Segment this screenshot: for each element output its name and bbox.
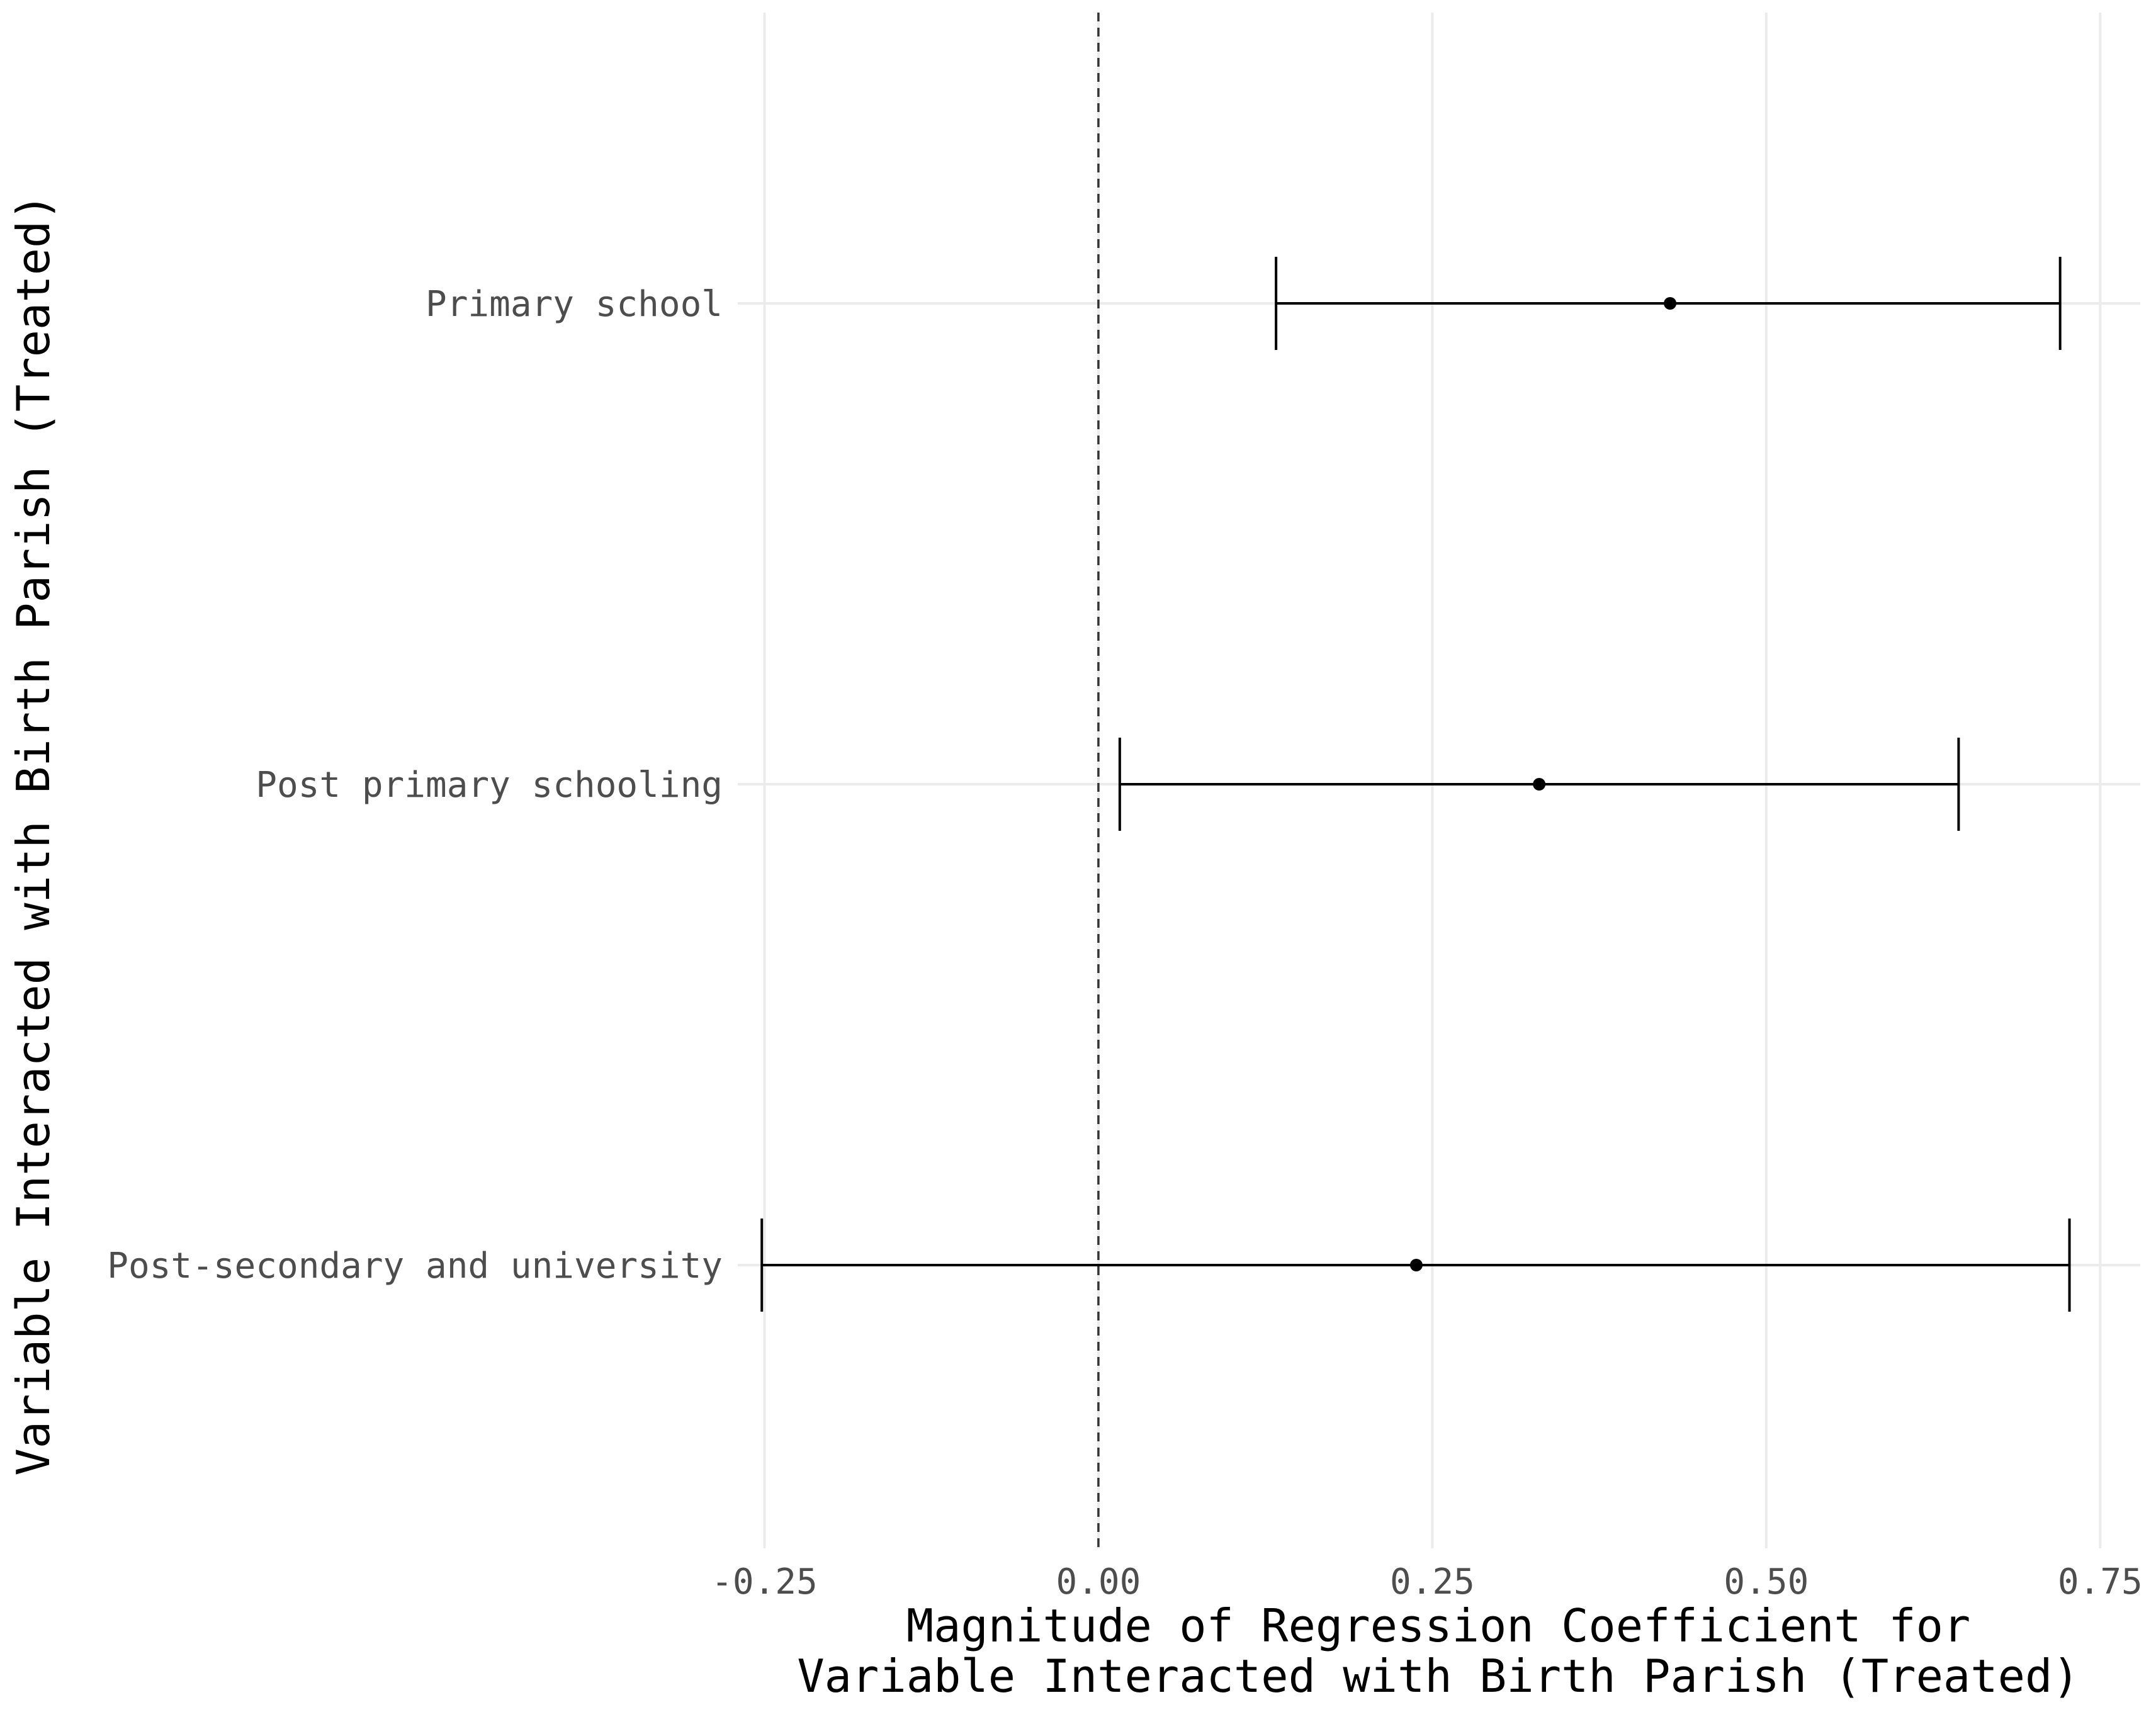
y-tick-labels: Primary school Post primary schooling Post… [107,284,723,1286]
x-axis-title-line-2: Variable Interacted with Birth Parish (T… [797,1650,2079,1703]
x-tick-labels: -0.25 0.00 0.25 0.50 0.75 [711,1562,2143,1602]
y-tick-label: Primary school [426,284,723,325]
x-tick-label: 0.25 [1390,1562,1475,1602]
y-tick-label: Post-secondary and university [107,1246,723,1286]
point-estimate [1409,1259,1423,1271]
y-axis-title: Variable Interacted with Birth Parish (T… [7,193,60,1475]
x-tick-label: -0.25 [711,1562,818,1602]
y-tick-label: Post primary schooling [256,765,723,806]
point-estimate [1533,778,1546,791]
x-tick-label: 0.00 [1056,1562,1141,1602]
x-gridlines [763,13,2102,1548]
x-tick-label: 0.75 [2058,1562,2143,1602]
error-bars [760,257,2071,1312]
point-estimate [1664,297,1677,310]
x-axis-title-line-1: Magnitude of Regression Coefficient for [906,1599,1971,1652]
x-tick-label: 0.50 [1724,1562,1809,1602]
